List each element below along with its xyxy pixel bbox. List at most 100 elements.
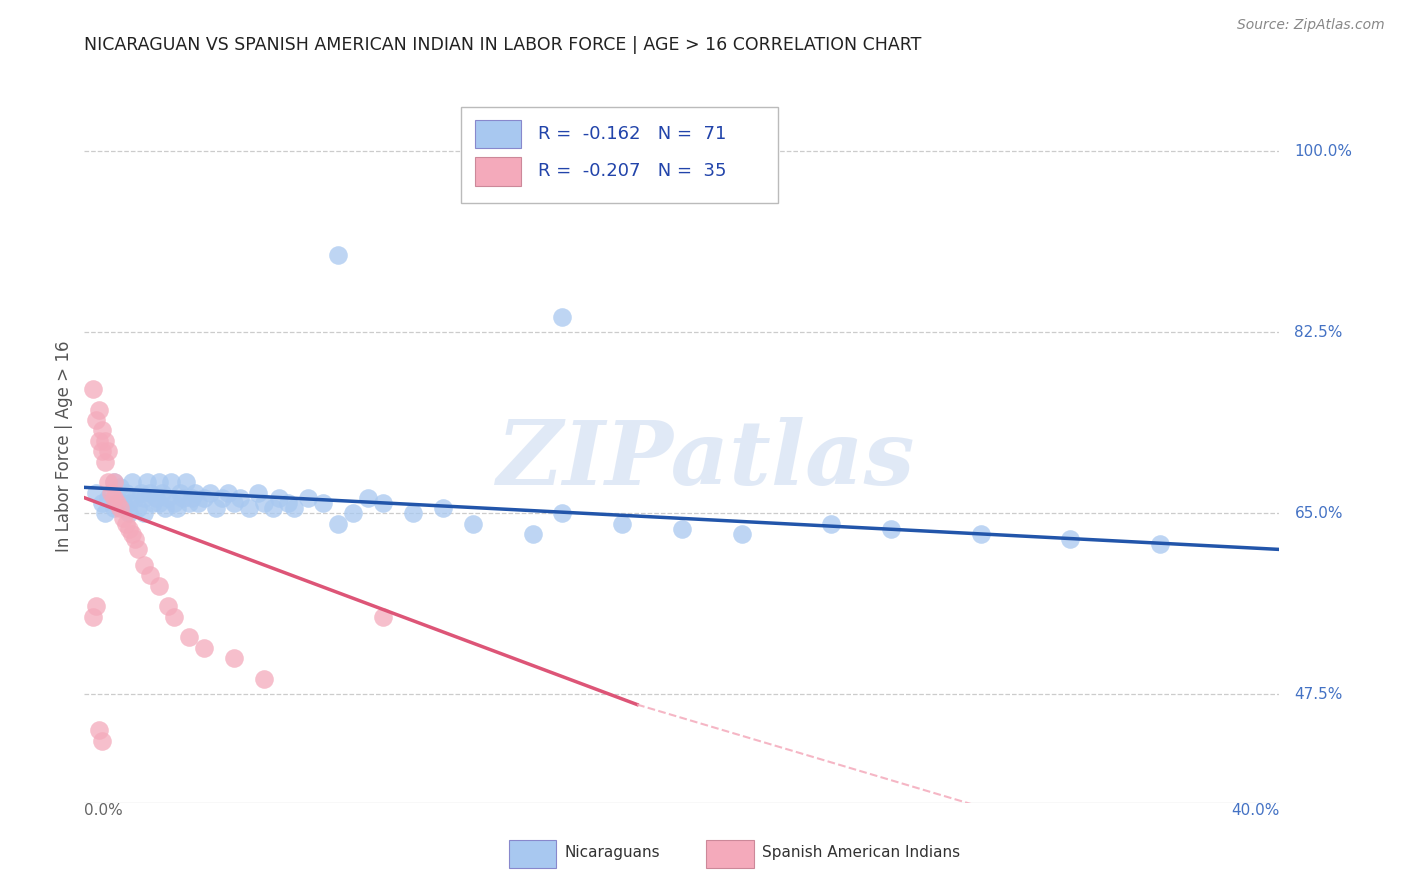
Text: 47.5%: 47.5% xyxy=(1295,687,1343,702)
Point xyxy=(267,491,290,505)
Point xyxy=(610,516,633,531)
Point xyxy=(522,527,544,541)
Point xyxy=(253,496,276,510)
Point xyxy=(1059,532,1081,546)
Point xyxy=(671,522,693,536)
Point xyxy=(198,485,221,500)
FancyBboxPatch shape xyxy=(706,840,754,869)
Point xyxy=(970,527,993,541)
Point xyxy=(139,568,162,582)
Point xyxy=(127,542,149,557)
Point xyxy=(193,640,215,655)
Text: Spanish American Indians: Spanish American Indians xyxy=(762,846,960,860)
Point xyxy=(172,491,194,505)
Text: 65.0%: 65.0% xyxy=(1295,506,1343,521)
Text: Nicaraguans: Nicaraguans xyxy=(565,846,661,860)
Point xyxy=(157,491,180,505)
Point xyxy=(246,485,269,500)
Point xyxy=(371,609,394,624)
Text: 82.5%: 82.5% xyxy=(1295,325,1343,340)
Point xyxy=(94,506,117,520)
Point xyxy=(1149,537,1171,551)
Text: R =  -0.207   N =  35: R = -0.207 N = 35 xyxy=(538,162,727,180)
Point xyxy=(880,522,903,536)
FancyBboxPatch shape xyxy=(475,157,520,186)
Point xyxy=(276,496,298,510)
Point xyxy=(132,558,156,572)
Point xyxy=(184,485,207,500)
Point xyxy=(91,444,114,458)
Point xyxy=(139,485,162,500)
Point xyxy=(118,522,141,536)
Point xyxy=(402,506,425,520)
Point xyxy=(193,491,215,505)
Point xyxy=(211,491,233,505)
Point xyxy=(371,496,394,510)
FancyBboxPatch shape xyxy=(475,120,520,148)
Point xyxy=(129,485,152,500)
Point xyxy=(115,516,138,531)
Point xyxy=(124,532,146,546)
Point xyxy=(432,501,454,516)
Point xyxy=(121,475,143,490)
Point xyxy=(160,475,183,490)
Point xyxy=(132,506,156,520)
Point xyxy=(163,496,186,510)
Point xyxy=(157,599,180,614)
Point xyxy=(228,491,252,505)
Point xyxy=(89,402,111,417)
Y-axis label: In Labor Force | Age > 16: In Labor Force | Age > 16 xyxy=(55,340,73,552)
Point xyxy=(328,516,350,531)
Point xyxy=(169,485,191,500)
Point xyxy=(551,310,574,324)
Point xyxy=(91,733,114,747)
Point xyxy=(127,501,149,516)
Point xyxy=(253,672,276,686)
Point xyxy=(180,491,202,505)
Point xyxy=(163,609,186,624)
Point xyxy=(148,475,170,490)
Point xyxy=(312,496,335,510)
Text: 40.0%: 40.0% xyxy=(1232,803,1279,818)
Point xyxy=(820,516,842,531)
Point xyxy=(97,491,120,505)
Point xyxy=(150,485,173,500)
Point xyxy=(153,501,176,516)
Point xyxy=(110,501,132,516)
Point xyxy=(103,475,125,490)
FancyBboxPatch shape xyxy=(509,840,557,869)
Point xyxy=(132,491,156,505)
Text: R =  -0.162   N =  71: R = -0.162 N = 71 xyxy=(538,125,727,143)
Point xyxy=(328,248,350,262)
Point xyxy=(217,485,239,500)
Point xyxy=(461,516,484,531)
Point xyxy=(177,496,200,510)
Text: 100.0%: 100.0% xyxy=(1295,144,1353,159)
Point xyxy=(187,496,209,510)
Point xyxy=(357,491,380,505)
Text: ZIPatlas: ZIPatlas xyxy=(498,417,914,503)
Point xyxy=(121,527,143,541)
Point xyxy=(105,496,128,510)
Point xyxy=(86,599,108,614)
Point xyxy=(551,506,574,520)
Point xyxy=(91,496,114,510)
Point xyxy=(118,506,141,520)
Point xyxy=(342,506,364,520)
Point xyxy=(89,723,111,738)
Point xyxy=(112,511,135,525)
Point xyxy=(89,434,111,448)
Point xyxy=(103,475,125,490)
Point xyxy=(97,475,120,490)
Point xyxy=(205,501,228,516)
Point xyxy=(177,630,200,644)
FancyBboxPatch shape xyxy=(461,107,778,203)
Point xyxy=(118,496,141,510)
Point xyxy=(86,485,108,500)
Point xyxy=(103,491,125,505)
Point xyxy=(222,651,245,665)
Point xyxy=(91,424,114,438)
Point xyxy=(115,485,138,500)
Point xyxy=(174,475,197,490)
Point xyxy=(731,527,754,541)
